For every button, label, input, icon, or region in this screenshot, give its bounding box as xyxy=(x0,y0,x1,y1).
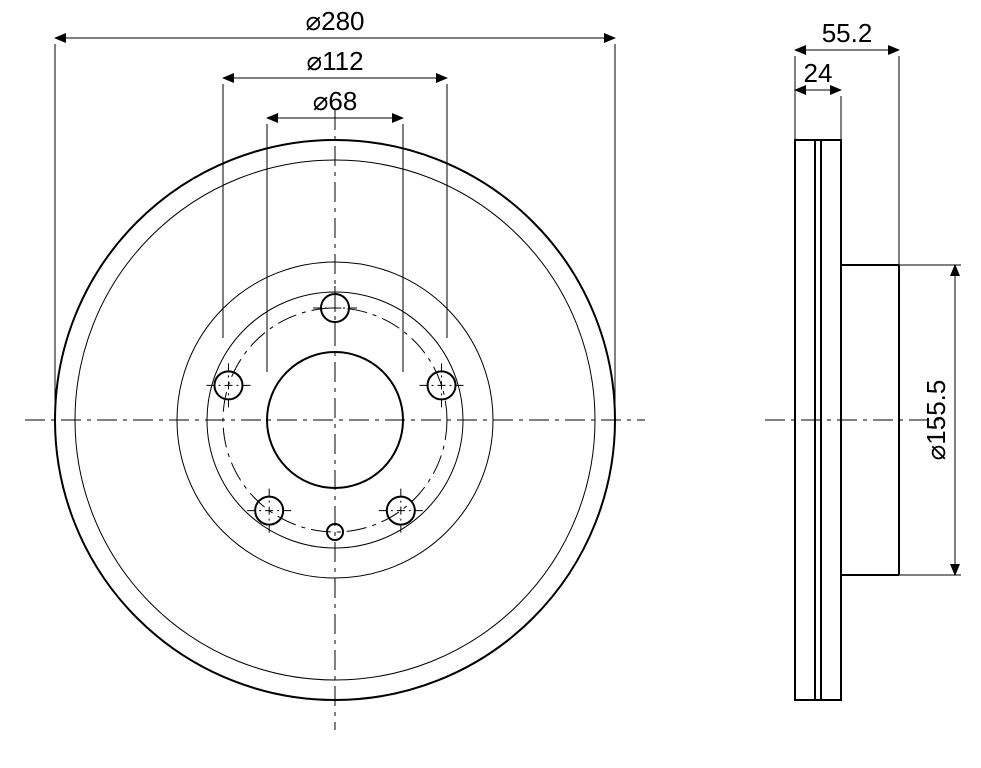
technical-drawing: ⌀280 ⌀112 ⌀68 55.2 24 ⌀155.5 xyxy=(0,0,981,768)
svg-text:⌀155.5: ⌀155.5 xyxy=(921,380,951,461)
svg-text:⌀280: ⌀280 xyxy=(305,6,364,36)
svg-text:55.2: 55.2 xyxy=(822,18,873,48)
svg-text:24: 24 xyxy=(804,58,833,88)
svg-text:⌀112: ⌀112 xyxy=(306,46,363,76)
svg-text:⌀68: ⌀68 xyxy=(313,86,358,116)
